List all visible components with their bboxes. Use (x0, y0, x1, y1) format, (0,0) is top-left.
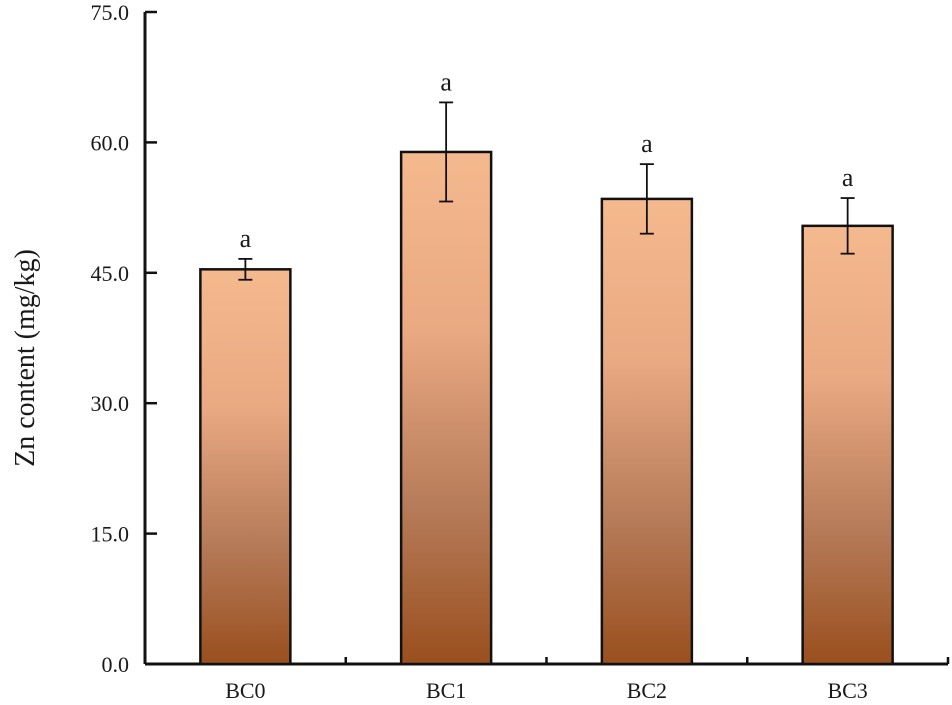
significance-label: a (240, 224, 252, 253)
x-category-label: BC0 (225, 678, 265, 703)
y-tick-label: 75.0 (91, 0, 130, 25)
y-tick-label: 0.0 (102, 652, 130, 677)
x-category-label: BC2 (627, 678, 667, 703)
y-axis-title: Zn content (mg/kg) (10, 249, 41, 467)
y-tick-label: 30.0 (91, 391, 130, 416)
bars (199, 150, 894, 666)
x-category-label: BC3 (827, 678, 867, 703)
y-tick-label: 15.0 (91, 522, 130, 547)
labels: a BC0 a BC1 a BC2 a BC3 (225, 67, 868, 703)
bar-bc1 (399, 150, 493, 666)
significance-label: a (440, 67, 452, 96)
y-tick-label: 45.0 (91, 261, 130, 286)
error-bars (238, 101, 855, 281)
bar-bc3 (801, 224, 894, 666)
bar-bc0 (199, 268, 292, 666)
x-category-label: BC1 (426, 678, 466, 703)
bar-bc2 (600, 197, 694, 666)
significance-label: a (842, 163, 854, 192)
y-tick-label: 60.0 (91, 130, 130, 155)
significance-label: a (641, 129, 653, 158)
